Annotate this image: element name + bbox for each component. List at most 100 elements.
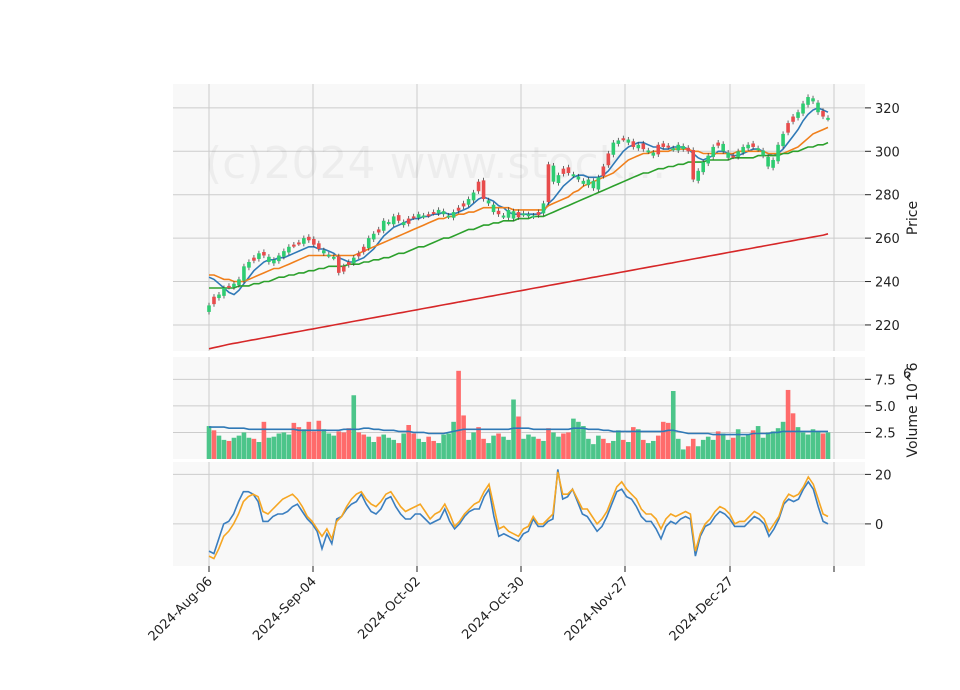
volume-bar: [750, 430, 756, 459]
candle-body: [336, 256, 341, 273]
volume-bar: [401, 433, 406, 459]
candle-body: [761, 150, 765, 156]
volume-bar: [381, 434, 387, 459]
candle-body: [426, 214, 431, 217]
candle-body: [551, 165, 556, 182]
volume-bar: [591, 444, 596, 459]
candle-body: [456, 207, 461, 211]
ma200-line: [208, 233, 829, 350]
candle-body: [771, 159, 775, 168]
candle-body: [591, 180, 596, 189]
candle-body: [366, 238, 371, 249]
volume-bar: [636, 429, 641, 459]
volume-bar: [581, 426, 586, 459]
volume-bar: [611, 440, 616, 459]
candle-body: [606, 153, 611, 166]
candle-body: [736, 151, 740, 157]
candle-body: [227, 285, 231, 288]
volume-bar: [471, 432, 476, 459]
volume-bar: [391, 439, 397, 459]
volume-bar: [276, 433, 282, 459]
candle-body: [756, 148, 760, 151]
candle-body: [571, 174, 576, 177]
volume-bar: [456, 370, 461, 459]
candle-body: [257, 253, 261, 259]
y-tick-label: 320: [875, 102, 900, 117]
volume-bar: [795, 427, 801, 459]
candle-body: [601, 166, 606, 177]
macd-lines: [208, 469, 829, 560]
candle-body: [561, 168, 566, 174]
volume-bar: [705, 436, 711, 459]
candle-body: [396, 215, 401, 221]
y-tick-label: 280: [875, 189, 900, 204]
volume-bar: [800, 432, 806, 459]
volume-bar: [466, 439, 471, 459]
volume-bar: [745, 434, 751, 459]
volume-bar: [501, 436, 506, 459]
candle-body: [546, 164, 551, 203]
volume-bar: [601, 438, 606, 459]
candle-body: [656, 144, 661, 155]
volume-bar: [291, 422, 297, 459]
volume-bar: [406, 425, 411, 459]
candle-body: [526, 214, 531, 217]
candle-body: [611, 142, 616, 155]
y-tick-label: 260: [875, 232, 900, 247]
candle-body: [801, 103, 805, 114]
candle-body: [816, 102, 820, 113]
candle-body: [696, 170, 701, 181]
candle-body: [361, 246, 366, 253]
volume-bar: [221, 439, 227, 459]
volume-bar: [621, 439, 626, 459]
candle-body: [491, 204, 496, 213]
volume-bar: [511, 399, 516, 459]
volume-bar: [446, 433, 451, 459]
candle-body: [741, 146, 745, 153]
volume-bar: [451, 421, 456, 459]
candle-body: [476, 181, 481, 192]
volume-bar: [491, 435, 496, 459]
volume-bar: [645, 443, 651, 459]
volume-bar: [765, 432, 771, 459]
volume-bar: [306, 421, 312, 459]
volume-bar: [735, 429, 741, 459]
candle-body: [776, 144, 780, 162]
candle-body: [252, 257, 256, 261]
volume-bar: [670, 391, 676, 459]
candle-body: [786, 123, 790, 133]
candle-body: [207, 305, 211, 312]
volume-bar: [755, 426, 761, 459]
candle-body: [531, 215, 536, 218]
y-tick-label: 20: [875, 468, 892, 483]
y-axis-ticks: 220 240 260 280 300 320 2.5 5.0 7.5 0 20 6: [865, 102, 911, 533]
volume-bar: [815, 431, 821, 459]
candle-body: [586, 179, 591, 186]
volume-bar: [376, 436, 382, 459]
volume-bar: [770, 431, 776, 459]
candle-body: [242, 266, 246, 281]
volume-bar: [346, 428, 352, 459]
volume-bar: [236, 435, 242, 459]
volume-bar: [416, 438, 421, 459]
candle-body: [411, 216, 416, 219]
candle-body: [247, 262, 251, 268]
volume-bar: [576, 421, 581, 459]
volume-bar: [675, 438, 681, 459]
candle-body: [746, 144, 750, 149]
volume-bar: [281, 432, 287, 459]
volume-bar: [720, 433, 726, 459]
volume-bar: [805, 434, 811, 459]
volume-bar: [566, 432, 571, 459]
x-tick-label: 2024-Nov-27: [562, 574, 632, 644]
candle-body: [686, 147, 691, 152]
volume-bar: [351, 395, 357, 459]
candle-body: [536, 212, 541, 216]
candle-body: [661, 143, 666, 147]
candle-body: [501, 215, 506, 218]
candle-body: [811, 98, 815, 102]
candle-body: [636, 144, 641, 149]
candle-body: [681, 146, 686, 150]
candle-body: [341, 266, 346, 272]
